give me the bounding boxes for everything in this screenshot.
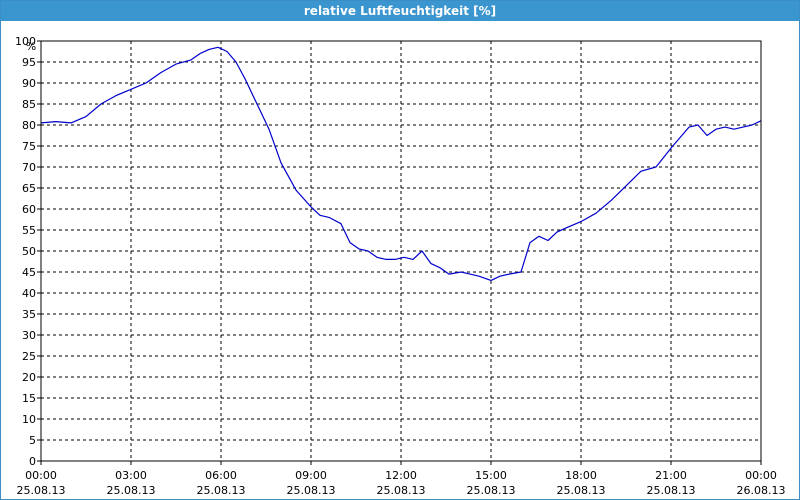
x-tick-time: 06:00 <box>205 469 237 482</box>
x-tick-date: 25.08.13 <box>557 484 606 497</box>
x-tick-date: 26.08.13 <box>737 484 786 497</box>
y-tick-label: 70 <box>22 161 36 174</box>
x-tick-date: 25.08.13 <box>467 484 516 497</box>
x-tick-time: 21:00 <box>655 469 687 482</box>
y-tick-label: 40 <box>22 287 36 300</box>
y-tick-label: 65 <box>22 182 36 195</box>
y-tick-label: 5 <box>29 434 36 447</box>
x-tick-time: 00:00 <box>25 469 57 482</box>
x-tick-time: 09:00 <box>295 469 327 482</box>
y-tick-label: 30 <box>22 329 36 342</box>
y-tick-label: 100 <box>15 35 36 48</box>
x-tick-date: 25.08.13 <box>287 484 336 497</box>
y-tick-label: 35 <box>22 308 36 321</box>
y-tick-label: 90 <box>22 77 36 90</box>
humidity-series-line <box>40 46 762 281</box>
x-tick-time: 03:00 <box>115 469 147 482</box>
x-tick-date: 25.08.13 <box>377 484 426 497</box>
y-tick-label: 75 <box>22 140 36 153</box>
x-tick-time: 12:00 <box>385 469 417 482</box>
y-tick-label: 0 <box>29 455 36 468</box>
series-lines <box>40 46 762 281</box>
y-tick-label: 80 <box>22 119 36 132</box>
y-tick-label: 85 <box>22 98 36 111</box>
y-tick-label: 20 <box>22 371 36 384</box>
x-tick-time: 00:00 <box>745 469 777 482</box>
y-tick-label: 95 <box>22 56 36 69</box>
y-tick-label: 60 <box>22 203 36 216</box>
grid <box>41 41 761 461</box>
x-tick-date: 25.08.13 <box>197 484 246 497</box>
y-tick-label: 45 <box>22 266 36 279</box>
x-tick-time: 15:00 <box>475 469 507 482</box>
y-tick-label: 25 <box>22 350 36 363</box>
y-tick-label: 55 <box>22 224 36 237</box>
y-tick-label: 50 <box>22 245 36 258</box>
x-tick-date: 25.08.13 <box>107 484 156 497</box>
x-axis-ticks: 00:00 25.08.13 03:00 25.08.13 06:00 25.08.13 0… <box>17 461 786 497</box>
x-tick-date: 25.08.13 <box>17 484 66 497</box>
chart-title: relative Luftfeuchtigkeit [%] <box>1 1 799 21</box>
y-tick-label: 10 <box>22 413 36 426</box>
y-axis-ticks: 0 5 10 15 20 25 30 35 40 45 50 55 60 65 70 75 80 85 90 95 10… <box>15 35 41 468</box>
y-tick-label: 15 <box>22 392 36 405</box>
x-tick-date: 25.08.13 <box>647 484 696 497</box>
y-axis-label: % <box>26 40 36 53</box>
plot-area-border <box>40 40 762 462</box>
x-tick-time: 18:00 <box>565 469 597 482</box>
